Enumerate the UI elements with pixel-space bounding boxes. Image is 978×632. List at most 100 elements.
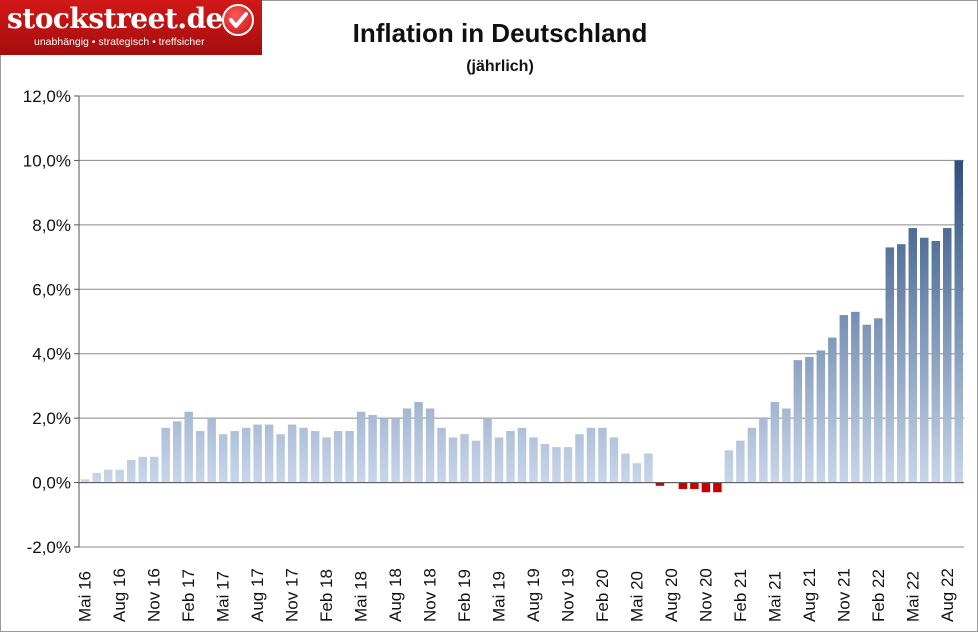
x-tick-label: Mai 22 [903, 571, 922, 622]
bar-jan-19 [448, 437, 458, 483]
bar-okt-19 [552, 447, 561, 483]
logo[interactable]: stockstreet.de unabhängig • strategisch … [0, 0, 262, 55]
bar-okt-16 [138, 456, 147, 483]
bar-mai-19 [494, 437, 504, 483]
x-tick-label: Aug 20 [662, 568, 681, 622]
bar-aug-21 [805, 356, 814, 483]
x-tick-label: Nov 18 [421, 568, 440, 622]
x-tick-label: Nov 19 [558, 568, 577, 622]
bar-jan-21 [724, 450, 734, 483]
x-tick-label: Nov 20 [696, 568, 715, 622]
x-tick-label: Feb 18 [317, 569, 336, 622]
x-tick-label: Mai 17 [214, 571, 233, 622]
x-tick-label: Feb 22 [869, 569, 888, 622]
bar-mär-18 [333, 431, 343, 483]
x-tick-label: Feb 19 [455, 569, 474, 622]
bar-dez-19 [575, 434, 584, 483]
bar-dez-17 [299, 427, 308, 483]
bar-jun-17 [230, 431, 239, 483]
y-tick-label: 10,0% [23, 151, 71, 170]
bar-mai-21 [770, 402, 780, 483]
bar-mär-22 [885, 247, 895, 483]
bar-nov-16 [149, 456, 159, 483]
bar-dez-18 [437, 427, 446, 483]
bar-nov-20 [701, 482, 711, 493]
bar-nov-19 [563, 447, 573, 483]
bar-mär-17 [195, 431, 205, 483]
bar-aug-17 [253, 424, 262, 483]
chart-title: Inflation in Deutschland [352, 18, 648, 48]
bar-mai-22 [908, 228, 918, 483]
bar-okt-17 [276, 434, 285, 483]
x-tick-label: Mai 19 [490, 571, 509, 622]
bar-sep-17 [264, 424, 274, 483]
bar-sep-20 [678, 482, 688, 490]
x-tick-label: Mai 20 [627, 571, 646, 622]
bar-aug-22 [943, 228, 952, 483]
x-tick-label: Mai 18 [352, 571, 371, 622]
x-tick-label: Aug 22 [938, 568, 957, 622]
bar-jul-20 [655, 482, 665, 486]
bar-jan-22 [862, 324, 872, 483]
logo-wordmark: stockstreet.de [7, 2, 223, 35]
x-tick-label: Nov 21 [834, 568, 853, 622]
bar-sep-21 [816, 350, 826, 483]
bar-okt-18 [414, 402, 423, 483]
bar-sep-18 [402, 408, 412, 483]
bar-sep-16 [126, 460, 136, 483]
x-tick-label: Aug 18 [386, 568, 405, 622]
y-tick-label: 0,0% [32, 474, 71, 493]
bar-feb-18 [322, 437, 331, 483]
chart-subtitle: (jährlich) [466, 58, 534, 75]
bar-feb-20 [598, 427, 607, 483]
bar-jun-20 [644, 453, 653, 483]
bar-jul-17 [241, 427, 251, 483]
bar-okt-20 [690, 482, 699, 490]
bar-apr-19 [483, 418, 492, 483]
x-tick-label: Aug 21 [800, 568, 819, 622]
bar-apr-17 [207, 418, 216, 483]
x-tick-label: Mai 21 [765, 571, 784, 622]
bar-jul-19 [517, 427, 527, 483]
y-tick-label: 12,0% [23, 87, 71, 106]
bar-jul-22 [931, 240, 941, 483]
bar-jul-21 [793, 360, 803, 483]
bar-dez-16 [161, 427, 170, 483]
bar-feb-22 [874, 318, 883, 483]
x-tick-label: Feb 20 [593, 569, 612, 622]
bar-apr-22 [897, 244, 906, 483]
bar-dez-20 [713, 482, 722, 493]
bar-jun-16 [92, 472, 101, 483]
bar-jun-22 [920, 237, 929, 483]
bar-feb-19 [460, 434, 469, 483]
bar-nov-21 [839, 315, 849, 483]
bar-apr-21 [759, 418, 768, 483]
x-tick-label: Feb 21 [731, 569, 750, 622]
bar-feb-21 [736, 440, 745, 483]
bar-nov-17 [287, 424, 297, 483]
y-tick-label: 2,0% [32, 409, 71, 428]
bar-sep-22 [954, 160, 963, 483]
bar-mai-16 [81, 479, 90, 483]
bar-jan-20 [586, 427, 596, 483]
bar-mai-17 [218, 434, 228, 483]
x-tick-label: Aug 16 [110, 568, 129, 622]
bar-feb-17 [184, 411, 193, 483]
checkmark-icon [222, 4, 254, 36]
x-tick-label: Mai 16 [76, 571, 95, 622]
y-tick-label: 8,0% [32, 216, 71, 235]
bar-jan-17 [172, 421, 182, 483]
bar-apr-20 [621, 453, 630, 483]
bar-mär-21 [747, 427, 757, 483]
y-tick-label: 6,0% [32, 280, 71, 299]
bar-aug-18 [391, 418, 400, 483]
logo-tagline: unabhängig • strategisch • treffsicher [34, 36, 205, 48]
y-tick-label: -2,0% [27, 538, 71, 557]
bar-jun-19 [506, 431, 515, 483]
bar-dez-21 [851, 311, 860, 483]
x-tick-label: Nov 16 [145, 568, 164, 622]
bar-jun-18 [368, 414, 377, 483]
x-tick-label: Aug 19 [524, 568, 543, 622]
